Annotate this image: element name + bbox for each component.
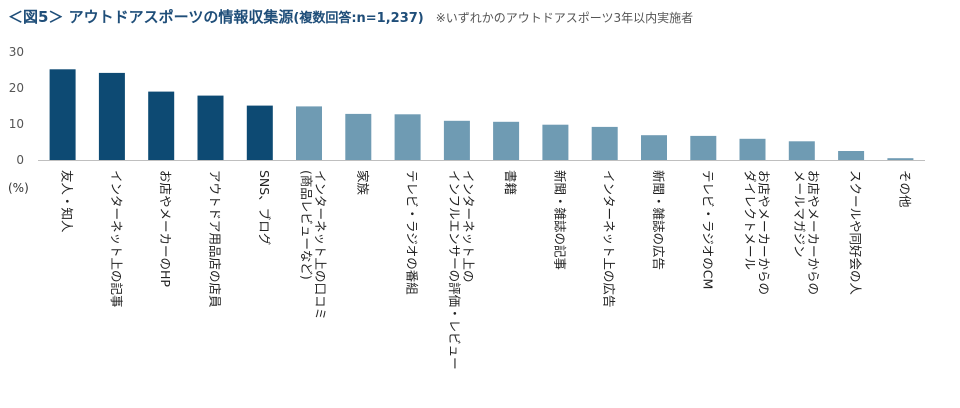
y-tick-label: 20 bbox=[9, 81, 24, 95]
x-category-label: アウトドア用品店の店員 bbox=[208, 170, 223, 308]
x-category-label: インターネット上の口コミ bbox=[313, 170, 328, 320]
x-category-label: インターネット上の bbox=[461, 170, 476, 283]
bar bbox=[345, 113, 372, 160]
unit-label: (%) bbox=[8, 181, 29, 195]
x-category-label: メールマガジン bbox=[792, 170, 807, 258]
chart-sample-size: (複数回答:n=1,237) bbox=[293, 11, 424, 26]
chart-title: ＜図5＞ アウトドアスポーツの情報収集源 bbox=[8, 8, 294, 26]
bar bbox=[887, 158, 914, 160]
x-category-label: お店やメーカーのHP bbox=[158, 170, 173, 287]
bar bbox=[148, 91, 175, 160]
bar bbox=[394, 114, 421, 160]
bar bbox=[690, 135, 717, 160]
x-category-label: ダイレクトメール bbox=[743, 170, 758, 270]
x-category-label: その他 bbox=[897, 170, 912, 208]
bar bbox=[296, 106, 322, 160]
x-category-label: スクールや同好会の人 bbox=[848, 170, 863, 296]
bar bbox=[197, 95, 224, 160]
x-category-label: 家族 bbox=[355, 170, 370, 196]
x-category-label: お店やメーカーからの bbox=[757, 170, 772, 295]
x-category-label: SNS、ブログ bbox=[257, 170, 272, 245]
bar bbox=[739, 138, 766, 160]
bar bbox=[98, 72, 125, 160]
x-category-label: (商品レビューなど) bbox=[299, 170, 314, 280]
bar bbox=[788, 141, 815, 160]
bar bbox=[641, 135, 667, 160]
x-category-label: 新聞・雑誌の広告 bbox=[651, 170, 666, 270]
x-category-label: インフルエンサーの評価・レビュー bbox=[447, 170, 462, 370]
x-category-label: 新聞・雑誌の記事 bbox=[552, 170, 567, 270]
bar bbox=[838, 151, 865, 160]
x-category-label: テレビ・ラジオのCM bbox=[700, 170, 715, 289]
x-category-label: 友人・知人 bbox=[60, 170, 75, 233]
x-category-label: インターネット上の広告 bbox=[602, 170, 617, 308]
x-category-label: インターネット上の記事 bbox=[109, 170, 124, 308]
x-category-label: テレビ・ラジオの番組 bbox=[405, 170, 420, 295]
x-category-label: 書籍 bbox=[503, 170, 518, 195]
y-tick-label: 10 bbox=[9, 117, 24, 131]
bar bbox=[246, 105, 273, 160]
y-tick-label: 30 bbox=[9, 45, 24, 59]
chart-note: ※いずれかのアウトドアスポーツ3年以内実施者 bbox=[435, 11, 694, 25]
chart-header: ＜図5＞ アウトドアスポーツの情報収集源(複数回答:n=1,237) ※いずれかの… bbox=[8, 6, 693, 27]
bar bbox=[591, 126, 618, 160]
bar bbox=[443, 120, 470, 160]
x-category-label: お店やメーカーからの bbox=[806, 170, 821, 295]
bar bbox=[493, 121, 520, 160]
bar bbox=[542, 124, 569, 160]
bar bbox=[49, 69, 76, 160]
y-tick-label: 0 bbox=[16, 153, 24, 167]
